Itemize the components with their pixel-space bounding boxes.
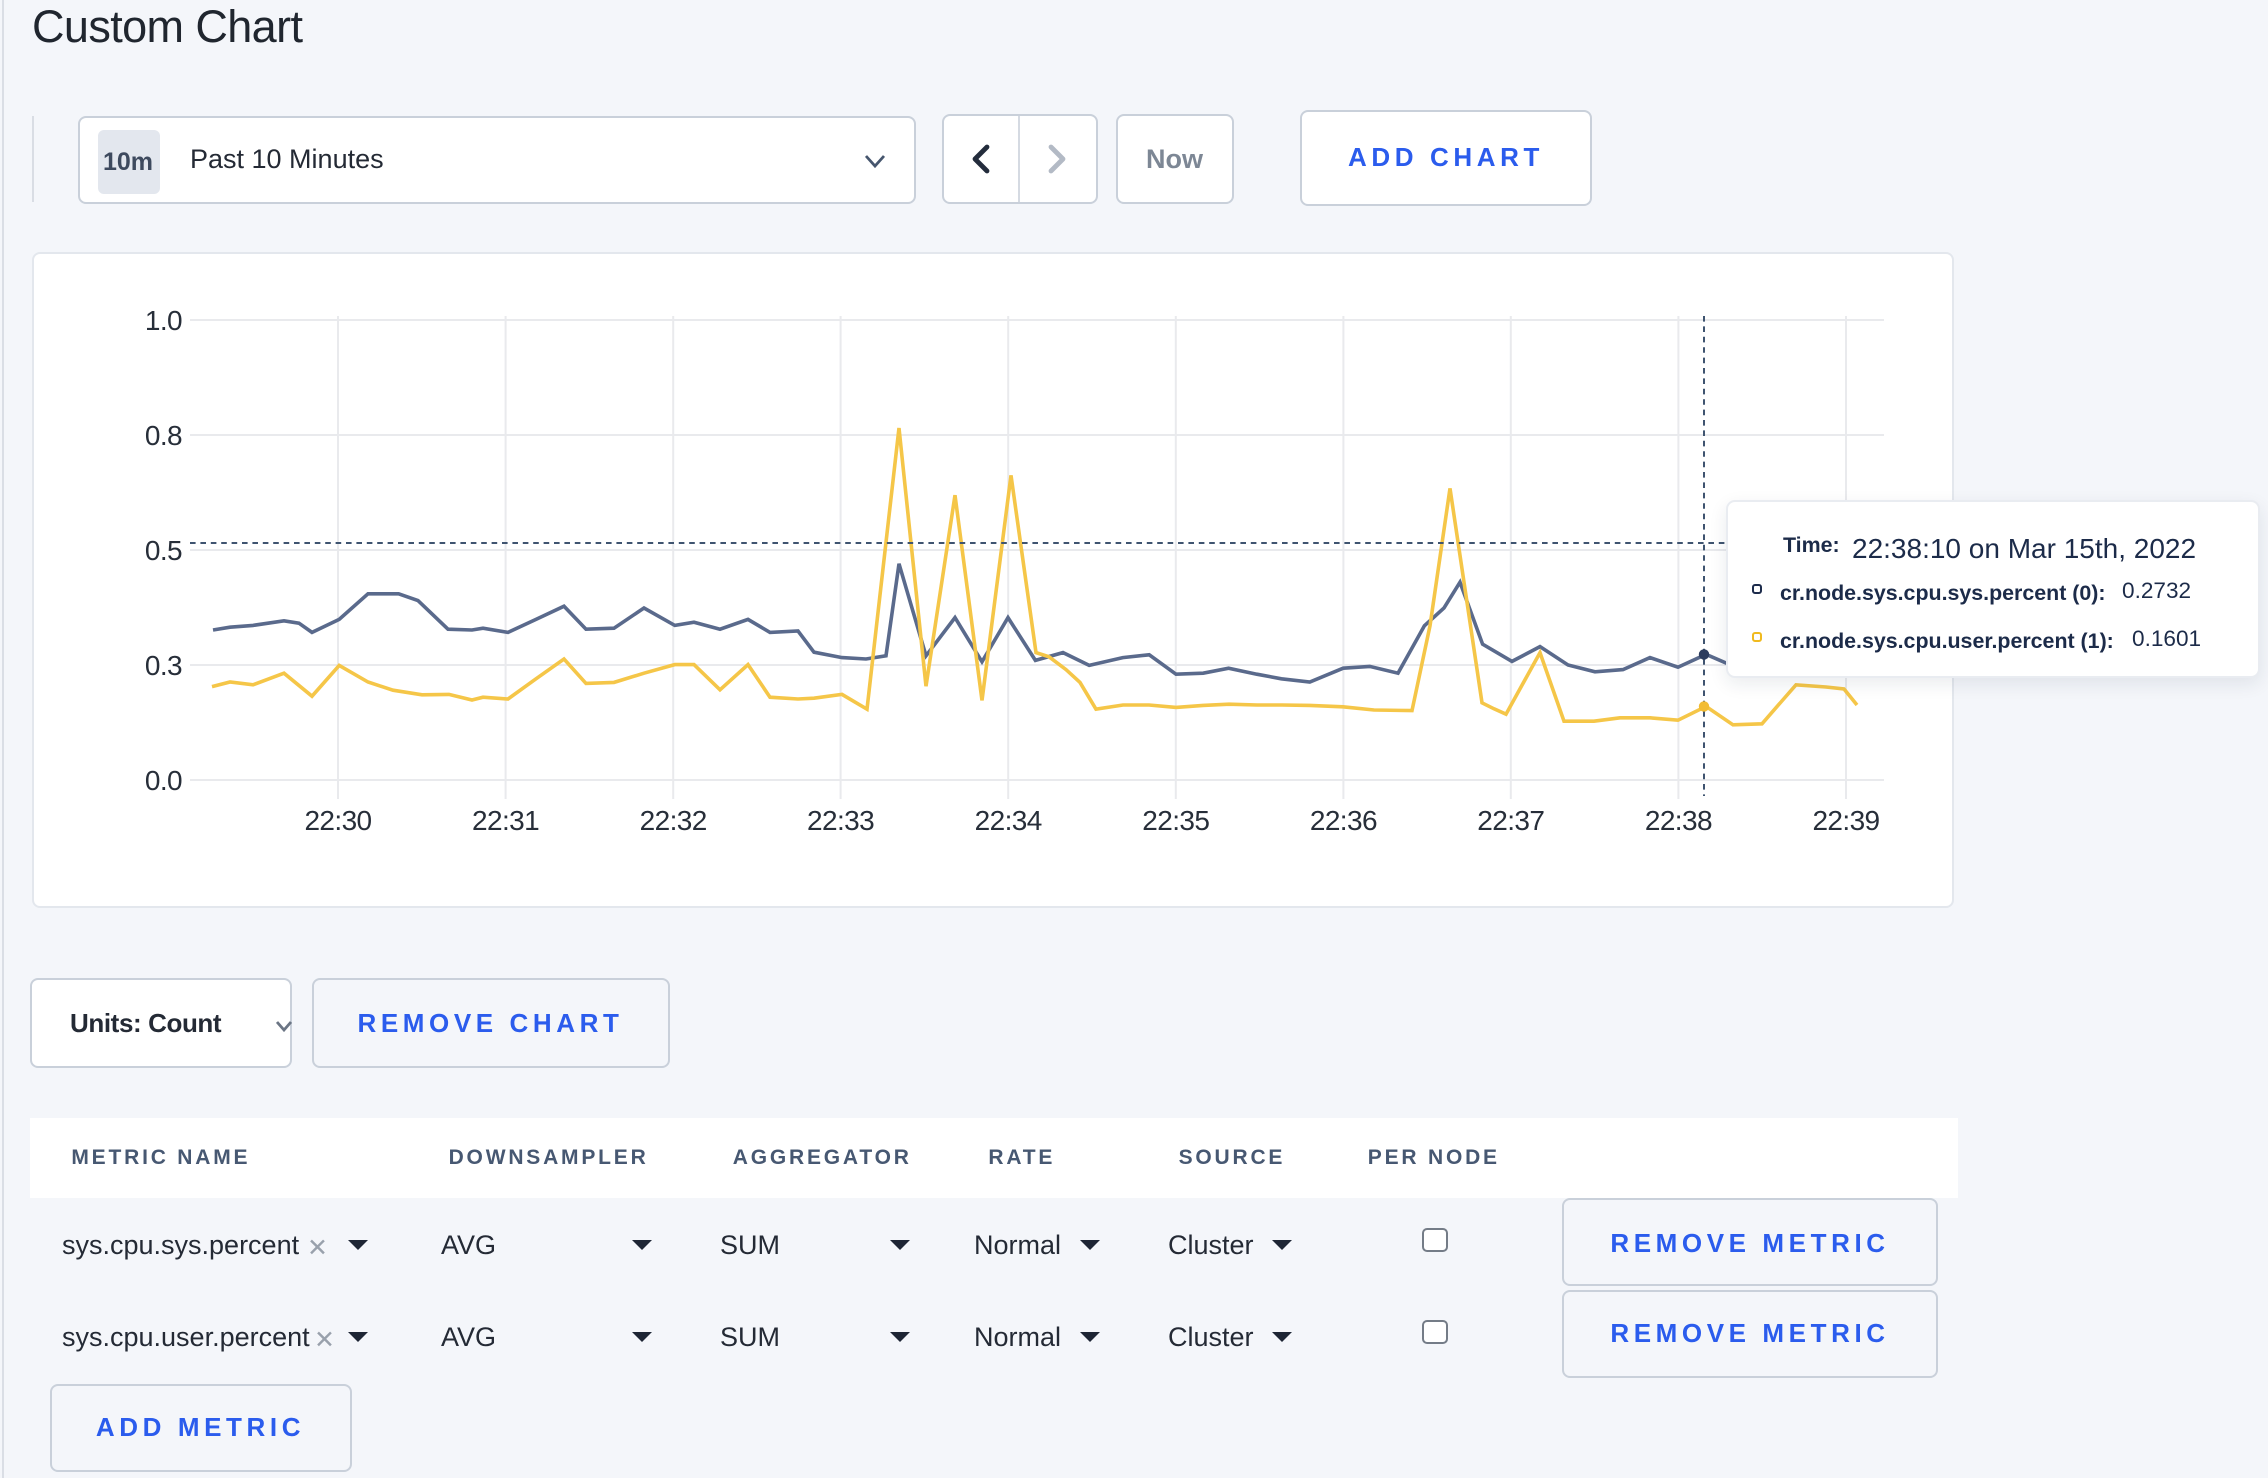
svg-text:22:38: 22:38 xyxy=(1645,805,1712,836)
svg-text:0.0: 0.0 xyxy=(145,765,182,796)
svg-text:22:31: 22:31 xyxy=(472,805,539,836)
svg-text:22:30: 22:30 xyxy=(304,805,371,836)
svg-text:22:35: 22:35 xyxy=(1142,805,1209,836)
svg-text:0.3: 0.3 xyxy=(145,650,182,681)
svg-text:0.5: 0.5 xyxy=(145,535,182,566)
svg-text:22:34: 22:34 xyxy=(975,805,1042,836)
svg-text:1.0: 1.0 xyxy=(145,305,182,336)
svg-text:22:36: 22:36 xyxy=(1310,805,1377,836)
svg-text:22:33: 22:33 xyxy=(807,805,874,836)
svg-text:0.8: 0.8 xyxy=(145,420,182,451)
svg-text:22:37: 22:37 xyxy=(1477,805,1544,836)
svg-text:22:39: 22:39 xyxy=(1812,805,1879,836)
svg-text:22:32: 22:32 xyxy=(640,805,707,836)
